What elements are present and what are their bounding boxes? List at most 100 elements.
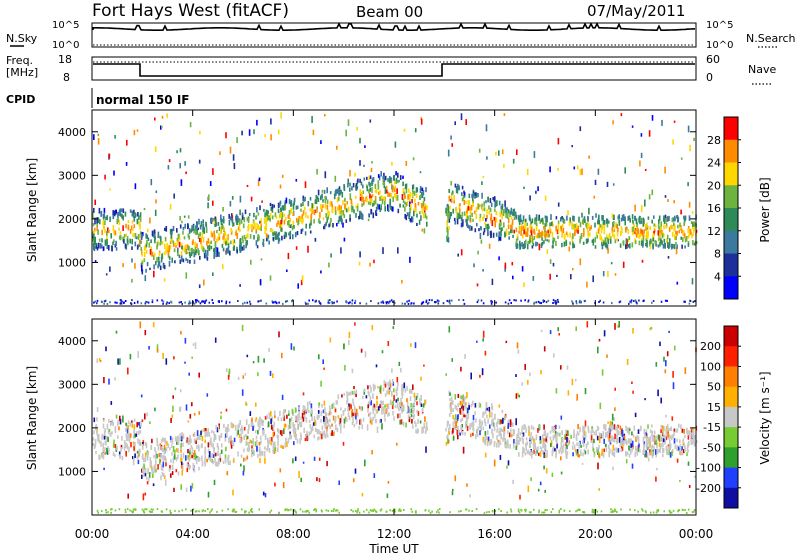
velocity-echo-mark xyxy=(530,453,533,459)
power-echo-mark xyxy=(125,233,128,237)
velocity-echo-mark xyxy=(647,441,649,446)
velocity-echo-mark xyxy=(212,443,215,449)
power-echo-mark xyxy=(503,164,505,168)
power-echo-mark xyxy=(397,208,400,214)
power-ground-scatter-mark xyxy=(431,299,433,302)
velocity-echo-mark xyxy=(481,368,484,376)
velocity-echo-mark xyxy=(667,432,669,438)
power-echo-mark xyxy=(494,202,496,208)
power-echo-mark xyxy=(586,281,588,288)
velocity-echo-mark xyxy=(420,403,423,407)
velocity-echo-mark xyxy=(691,433,694,438)
velocity-ground-scatter-mark xyxy=(110,511,112,514)
velocity-echo-mark xyxy=(147,451,150,455)
velocity-echo-mark xyxy=(608,427,611,434)
power-ground-scatter-mark xyxy=(180,301,182,303)
power-echo-mark xyxy=(289,218,291,223)
velocity-ground-scatter-mark xyxy=(315,510,318,513)
power-echo-mark xyxy=(494,208,496,212)
velocity-echo-mark xyxy=(198,372,200,378)
power-echo-mark xyxy=(375,206,378,212)
velocity-echo-mark xyxy=(353,390,356,395)
velocity-echo-mark xyxy=(422,426,424,433)
velocity-echo-mark xyxy=(647,457,650,462)
velocity-echo-mark xyxy=(176,440,178,445)
power-ground-scatter-mark xyxy=(542,300,545,303)
power-echo-mark xyxy=(255,240,258,246)
power-ground-scatter-mark xyxy=(390,299,393,302)
power-echo-mark xyxy=(383,181,385,186)
velocity-echo-mark xyxy=(544,443,546,450)
velocity-echo-mark xyxy=(680,450,683,456)
velocity-ground-scatter-mark xyxy=(335,509,338,512)
velocity-echo-mark xyxy=(178,407,181,412)
velocity-echo-mark xyxy=(315,427,317,432)
velocity-echo-mark xyxy=(645,435,648,441)
power-echo-mark xyxy=(109,266,111,272)
velocity-echo-mark xyxy=(137,438,139,444)
velocity-echo-mark xyxy=(403,382,406,389)
power-echo-mark xyxy=(538,217,540,221)
power-echo-mark xyxy=(310,214,312,221)
power-echo-mark xyxy=(271,207,274,213)
velocity-ground-scatter-mark xyxy=(352,510,354,513)
velocity-echo-mark xyxy=(413,407,415,412)
power-echo-mark xyxy=(240,241,242,248)
power-echo-mark xyxy=(236,137,238,144)
power-ground-scatter-mark xyxy=(291,299,294,302)
velocity-colorbar-label: Velocity [m s⁻¹] xyxy=(758,371,772,464)
velocity-echo-mark xyxy=(322,409,325,414)
power-echo-mark xyxy=(93,207,95,213)
power-echo-mark xyxy=(569,232,571,238)
velocity-ground-scatter-mark xyxy=(216,510,218,513)
power-echo-mark xyxy=(341,191,344,198)
power-echo-mark xyxy=(173,193,175,199)
velocity-echo-mark xyxy=(206,431,209,437)
power-ground-scatter-mark xyxy=(124,300,127,302)
velocity-echo-mark xyxy=(380,418,382,423)
velocity-echo-mark xyxy=(191,447,194,451)
power-echo-mark xyxy=(389,192,391,197)
power-echo-mark xyxy=(154,253,156,257)
power-echo-mark xyxy=(647,230,649,237)
power-echo-mark xyxy=(248,213,251,217)
velocity-echo-mark xyxy=(222,460,225,464)
power-ground-scatter-mark xyxy=(527,300,529,303)
velocity-echo-mark xyxy=(484,350,487,356)
velocity-echo-mark xyxy=(604,443,607,447)
power-echo-mark xyxy=(642,235,645,242)
velocity-ground-scatter-mark xyxy=(202,509,204,512)
power-echo-mark xyxy=(126,238,129,244)
power-ground-scatter-mark xyxy=(144,302,147,305)
power-ground-scatter-mark xyxy=(421,302,424,305)
velocity-echo-mark xyxy=(598,438,601,444)
velocity-echo-mark xyxy=(350,404,352,409)
velocity-echo-mark xyxy=(576,393,578,401)
power-echo-mark xyxy=(357,178,359,183)
power-ground-scatter-mark xyxy=(579,299,581,302)
velocity-echo-mark xyxy=(575,326,577,331)
velocity-echo-mark xyxy=(555,388,558,394)
velocity-echo-mark xyxy=(264,416,267,420)
power-echo-mark xyxy=(590,225,592,230)
velocity-echo-mark xyxy=(332,415,335,421)
power-echo-mark xyxy=(373,200,375,206)
velocity-echo-mark xyxy=(250,451,253,458)
cpid-label: CPID xyxy=(6,93,35,106)
power-echo-mark xyxy=(472,218,474,222)
power-echo-mark xyxy=(346,201,348,205)
velocity-ground-scatter-mark xyxy=(394,510,396,513)
power-echo-mark xyxy=(416,222,418,226)
power-echo-mark xyxy=(133,224,136,229)
velocity-echo-mark xyxy=(460,366,462,372)
velocity-echo-mark xyxy=(159,458,161,465)
power-ground-scatter-mark xyxy=(538,301,541,304)
power-echo-mark xyxy=(273,231,276,236)
velocity-echo-mark xyxy=(457,393,460,398)
velocity-echo-mark xyxy=(472,427,475,432)
velocity-echo-mark xyxy=(281,430,283,437)
power-echo-mark xyxy=(371,187,373,193)
velocity-echo-mark xyxy=(592,440,594,445)
velocity-echo-mark xyxy=(214,457,216,463)
velocity-echo-mark xyxy=(425,426,427,432)
